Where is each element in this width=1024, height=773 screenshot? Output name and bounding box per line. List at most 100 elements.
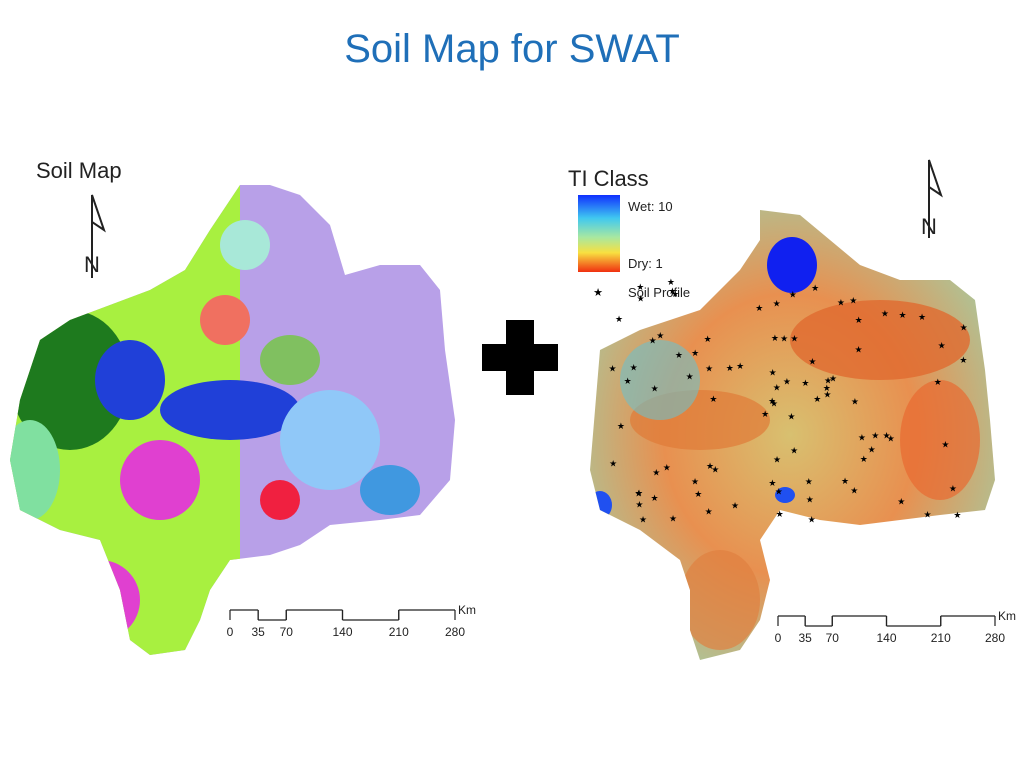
soil-profile-star: ★ bbox=[934, 377, 942, 387]
soil-profile-star: ★ bbox=[801, 378, 809, 388]
soil-profile-star: ★ bbox=[768, 396, 776, 406]
scale-segment bbox=[285, 609, 344, 620]
soil-profile-star: ★ bbox=[837, 298, 845, 308]
scale-label: 140 bbox=[332, 625, 352, 639]
soil-profile-star: ★ bbox=[667, 277, 675, 287]
map-title: Soil Map bbox=[36, 158, 122, 183]
scale-label: 210 bbox=[931, 631, 951, 645]
soil-profile-star: ★ bbox=[711, 465, 719, 475]
scale-label: 210 bbox=[389, 625, 409, 639]
soil-profile-star: ★ bbox=[704, 334, 712, 344]
scale-segment bbox=[341, 610, 400, 621]
soil-profile-star: ★ bbox=[789, 289, 797, 299]
soil-profile-star: ★ bbox=[924, 509, 932, 519]
soil-profile-star: ★ bbox=[770, 399, 778, 409]
legend-points: Soil Profile bbox=[628, 285, 690, 300]
soil-profile-star: ★ bbox=[823, 390, 831, 400]
soil-profile-star: ★ bbox=[811, 283, 819, 293]
soil-profile-star: ★ bbox=[671, 289, 679, 299]
soil-profile-star: ★ bbox=[686, 371, 694, 381]
scale-label: 70 bbox=[280, 625, 294, 639]
scale-label: 280 bbox=[985, 631, 1005, 645]
soil-profile-star: ★ bbox=[824, 376, 832, 386]
legend-star: ★ bbox=[593, 287, 603, 299]
legend: TI Class Wet: 10 Dry: 1 ★ Soil Profile bbox=[568, 166, 690, 300]
legend-high: Wet: 10 bbox=[628, 199, 673, 214]
soil-profile-star: ★ bbox=[808, 356, 816, 366]
soil-profile-star: ★ bbox=[736, 361, 744, 371]
soil-profile-star: ★ bbox=[706, 461, 714, 471]
soil-profile-star: ★ bbox=[787, 412, 795, 422]
soil-profile-star: ★ bbox=[776, 509, 784, 519]
soil-profile-star: ★ bbox=[775, 486, 783, 496]
soil-profile-star: ★ bbox=[731, 500, 739, 510]
slide-title: Soil Map for SWAT bbox=[344, 27, 680, 71]
scale-segment bbox=[257, 610, 287, 621]
soil-profile-star: ★ bbox=[755, 303, 763, 313]
ti-map: TI Class Wet: 10 Dry: 1 ★ Soil Profile N… bbox=[568, 159, 1016, 660]
soil-profile-star: ★ bbox=[790, 333, 798, 343]
soil-profile-star: ★ bbox=[609, 459, 617, 469]
soil-profile-star: ★ bbox=[652, 467, 660, 477]
soil-profile-star: ★ bbox=[650, 493, 658, 503]
soil-profile-star: ★ bbox=[675, 350, 683, 360]
soil-profile-star: ★ bbox=[805, 476, 813, 486]
soil-profile-star: ★ bbox=[813, 394, 821, 404]
soil-profile-star: ★ bbox=[656, 331, 664, 341]
soil-profile-star: ★ bbox=[668, 286, 676, 296]
scale-segment bbox=[940, 615, 996, 626]
legend-low: Dry: 1 bbox=[628, 256, 663, 271]
soil-profile-star: ★ bbox=[860, 454, 868, 464]
soil-profile-star: ★ bbox=[609, 363, 617, 373]
soil-profile-star: ★ bbox=[898, 310, 906, 320]
soil-profile-star: ★ bbox=[823, 383, 831, 393]
soil-profile-star: ★ bbox=[841, 476, 849, 486]
soil-profile-star: ★ bbox=[829, 373, 837, 383]
soil-profile-star: ★ bbox=[949, 483, 957, 493]
soil-profile-star: ★ bbox=[636, 282, 644, 292]
soil-profile-star: ★ bbox=[959, 355, 967, 365]
soil-profile-star: ★ bbox=[761, 409, 769, 419]
scale-bar: 0 35 70 140 210 280 Km bbox=[775, 609, 1016, 645]
legend-ramp bbox=[578, 195, 620, 272]
scale-segment bbox=[831, 615, 888, 626]
north-arrow: N bbox=[84, 194, 106, 278]
soil-profile-star: ★ bbox=[850, 486, 858, 496]
soil-profile-star: ★ bbox=[635, 499, 643, 509]
soil-profile-star: ★ bbox=[615, 314, 623, 324]
soil-profile-star: ★ bbox=[855, 315, 863, 325]
soil-profile-star: ★ bbox=[953, 510, 961, 520]
scale-segment bbox=[229, 609, 259, 620]
soil-profile-star: ★ bbox=[871, 430, 879, 440]
north-label: N bbox=[921, 214, 937, 239]
soil-profile-star: ★ bbox=[897, 497, 905, 507]
soil-profile-star: ★ bbox=[639, 515, 647, 525]
scale-unit: Km bbox=[458, 603, 476, 617]
soil-profile-star: ★ bbox=[806, 494, 814, 504]
scale-unit: Km bbox=[998, 609, 1016, 623]
soil-profile-star: ★ bbox=[669, 514, 677, 524]
scale-label: 280 bbox=[445, 625, 465, 639]
plus-sign bbox=[482, 320, 558, 395]
soil-profile-star: ★ bbox=[918, 312, 926, 322]
soil-profile-star: ★ bbox=[630, 362, 638, 372]
soil-profile-star: ★ bbox=[771, 333, 779, 343]
north-arrow: N bbox=[921, 159, 943, 239]
soil-profile-star: ★ bbox=[635, 488, 643, 498]
soil-profile-star: ★ bbox=[651, 384, 659, 394]
soil-profile-star: ★ bbox=[882, 431, 890, 441]
soil-profile-star: ★ bbox=[783, 377, 791, 387]
soil-profile-star: ★ bbox=[705, 363, 713, 373]
soil-profile-star: ★ bbox=[694, 489, 702, 499]
soil-profile-star: ★ bbox=[691, 476, 699, 486]
scale-segment bbox=[804, 616, 833, 627]
soil-profile-star: ★ bbox=[938, 340, 946, 350]
soil-profile-star: ★ bbox=[855, 344, 863, 354]
soil-map: Soil Map N 0 35 70 140 210 280 Km bbox=[10, 158, 476, 655]
soil-profile-star: ★ bbox=[881, 309, 889, 319]
soil-profile-star: ★ bbox=[773, 299, 781, 309]
legend-title: TI Class bbox=[568, 166, 649, 191]
soil-profile-star: ★ bbox=[851, 397, 859, 407]
scale-segment bbox=[777, 615, 806, 626]
